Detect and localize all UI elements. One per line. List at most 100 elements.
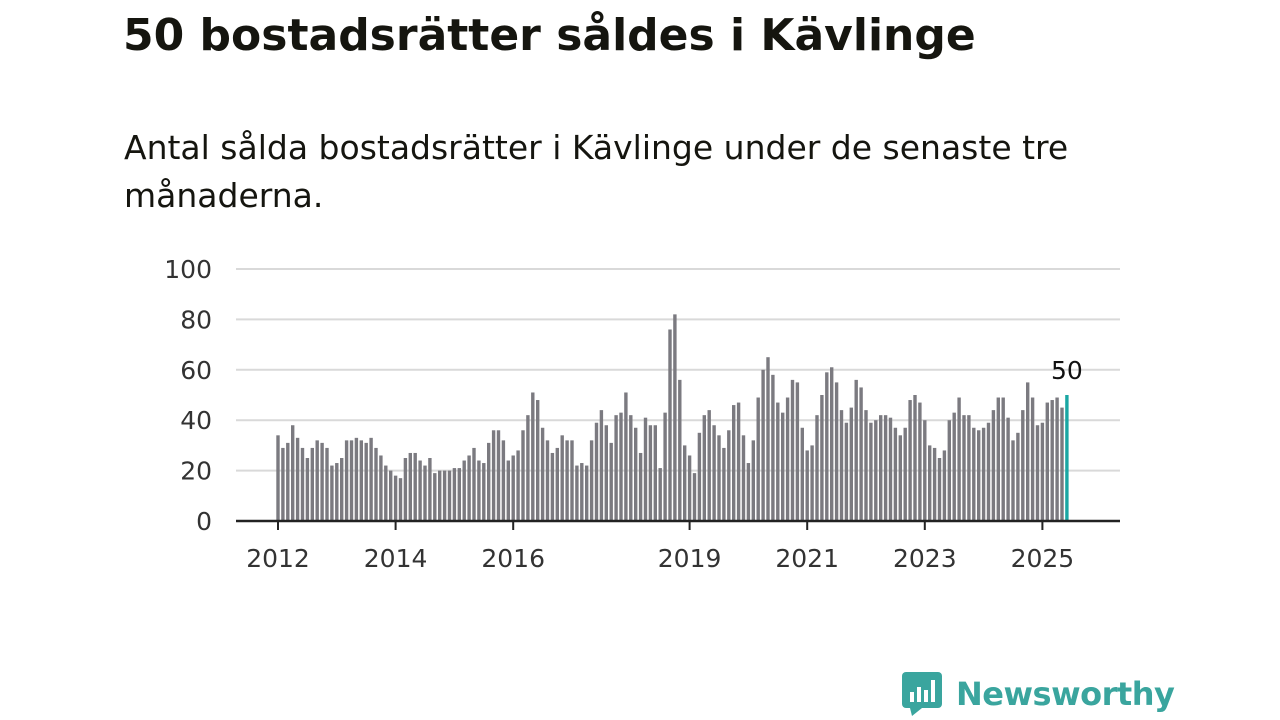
bar	[560, 435, 564, 521]
bar	[859, 387, 863, 521]
bar	[952, 412, 956, 521]
bar	[433, 473, 437, 521]
bar	[839, 410, 844, 521]
bar	[790, 379, 795, 521]
bar	[516, 450, 520, 521]
bar	[727, 430, 731, 521]
bar	[369, 437, 373, 521]
bar	[599, 410, 604, 521]
bar	[526, 415, 530, 521]
bar	[1011, 440, 1015, 521]
bar	[281, 447, 285, 521]
bar	[472, 447, 476, 521]
newsworthy-logo[interactable]: Newsworthy	[902, 670, 1175, 718]
bar	[932, 447, 937, 521]
bar	[555, 447, 559, 521]
chart-title: 50 bostadsrätter såldes i Kävlinge	[123, 10, 976, 61]
bar	[276, 435, 280, 521]
bar	[295, 437, 300, 521]
bar	[506, 460, 510, 521]
bar	[354, 437, 359, 521]
bar	[903, 427, 907, 521]
bar	[844, 422, 849, 521]
chart-subtitle: Antal sålda bostadsrätter i Kävlinge und…	[124, 128, 1069, 215]
bar	[741, 435, 746, 521]
bar	[893, 427, 898, 521]
bar	[781, 412, 785, 521]
bar	[482, 463, 486, 521]
bar	[849, 407, 853, 521]
bar	[1016, 432, 1020, 521]
y-tick-label: 0	[196, 507, 212, 536]
bar	[638, 452, 643, 521]
bar	[550, 452, 555, 521]
bar	[1021, 410, 1025, 521]
bar	[325, 447, 329, 521]
bar	[820, 395, 824, 521]
bar	[673, 314, 677, 521]
bar	[732, 405, 736, 521]
bar	[340, 458, 344, 521]
bar	[913, 395, 917, 521]
y-tick-label: 80	[180, 305, 212, 334]
bar	[879, 415, 883, 521]
bar	[967, 415, 971, 521]
bar	[619, 412, 623, 521]
bar	[580, 463, 584, 521]
bar	[692, 473, 697, 521]
bar	[928, 445, 932, 521]
bar	[634, 427, 638, 521]
bar	[364, 442, 368, 521]
bar	[403, 458, 408, 521]
bar	[722, 447, 726, 521]
bar	[487, 442, 491, 521]
bar	[413, 452, 417, 521]
bar	[565, 440, 569, 521]
x-tick-label: 2014	[364, 544, 428, 573]
bar	[511, 455, 515, 521]
bar	[286, 442, 290, 521]
bar	[663, 412, 667, 521]
bar	[1026, 382, 1030, 521]
bar	[384, 465, 388, 521]
bar	[428, 458, 432, 521]
bar	[937, 458, 942, 521]
bar	[991, 410, 996, 521]
bar	[923, 420, 927, 521]
bar	[658, 468, 662, 521]
bar	[888, 417, 893, 521]
bar	[305, 458, 310, 521]
x-tick-label: 2016	[481, 544, 545, 573]
bar	[771, 374, 775, 521]
bar	[746, 463, 751, 521]
bar	[795, 382, 800, 521]
bar	[736, 402, 741, 521]
bar	[379, 455, 383, 521]
x-tick-label: 2023	[893, 544, 957, 573]
bar	[536, 400, 540, 521]
bar	[898, 435, 902, 521]
bar	[1055, 397, 1059, 521]
bar	[864, 410, 868, 521]
bar	[683, 445, 687, 521]
bar	[393, 475, 398, 521]
y-tick-label: 100	[164, 255, 212, 284]
bar	[815, 415, 819, 521]
bar	[389, 470, 393, 521]
bar	[531, 392, 535, 521]
bar	[315, 440, 319, 521]
bar	[908, 400, 912, 521]
bar	[310, 447, 314, 521]
x-tick-label: 2012	[246, 544, 310, 573]
newsworthy-logo-icon	[902, 672, 942, 716]
bar	[648, 425, 653, 521]
bar	[330, 465, 334, 521]
bar	[477, 460, 481, 521]
y-axis-ticks: 0 20 40 60 80 100	[164, 255, 212, 536]
bar	[972, 427, 976, 521]
x-axis: 2012 2014 2016 2019 2021 2023 2025	[236, 519, 1120, 573]
bar	[1006, 417, 1010, 521]
bar	[697, 432, 702, 521]
bar	[996, 397, 1000, 521]
bar	[1040, 422, 1045, 521]
